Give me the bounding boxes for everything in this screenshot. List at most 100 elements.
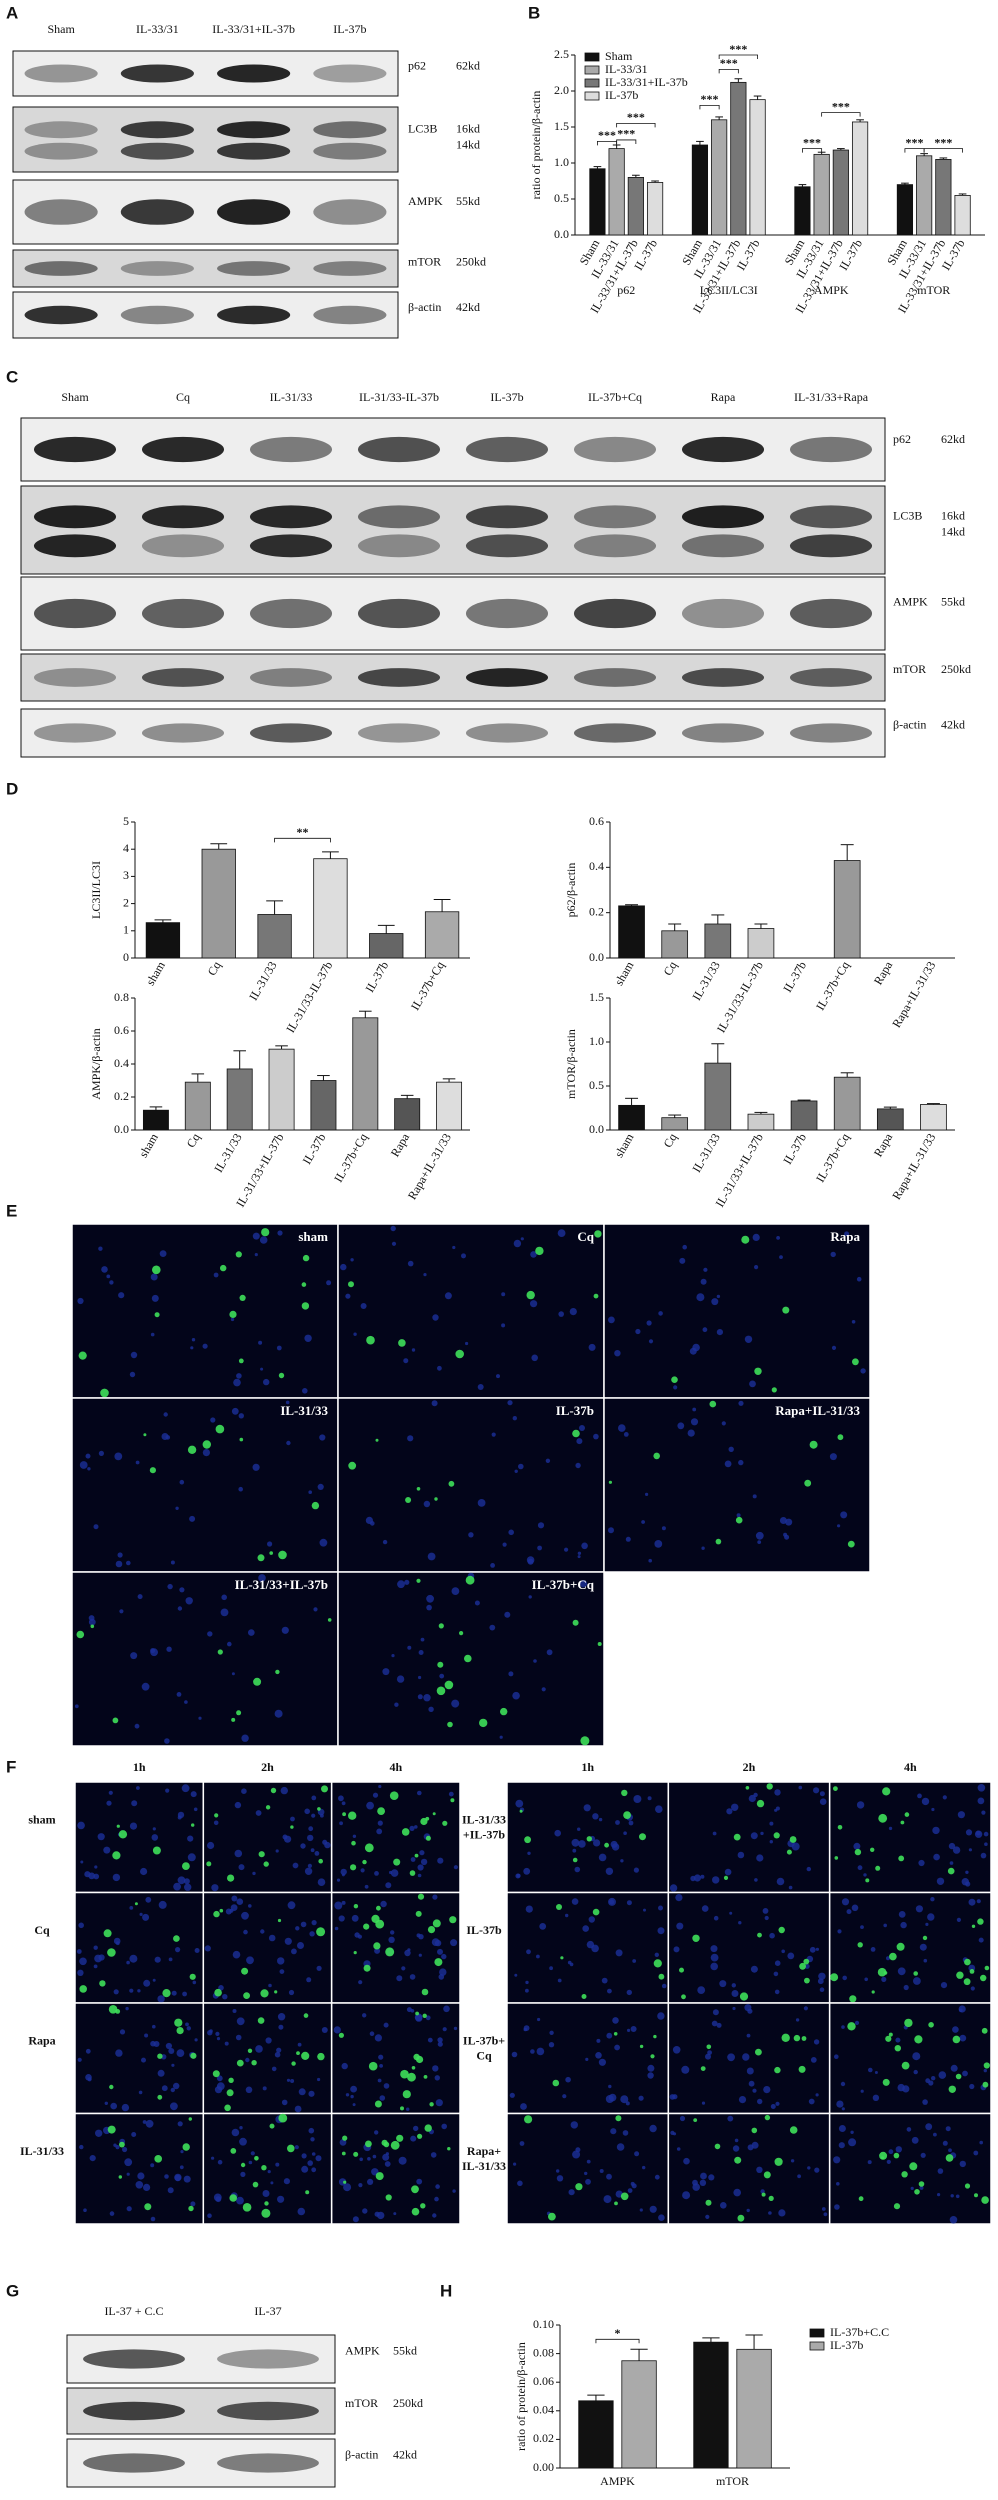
green-signal <box>214 1813 219 1818</box>
nucleus <box>152 1978 156 1982</box>
green-signal <box>376 1905 381 1911</box>
bar <box>578 2400 614 2469</box>
nucleus <box>230 1317 235 1322</box>
nucleus <box>267 1541 273 1547</box>
nucleus <box>564 1547 569 1552</box>
nucleus <box>300 1921 307 1928</box>
y-tick-label: 2 <box>123 895 129 909</box>
nucleus <box>168 2048 175 2054</box>
blot-band <box>313 64 387 83</box>
y-tick-label: 1 <box>123 923 129 937</box>
nucleus <box>677 1422 685 1430</box>
nucleus <box>658 2214 665 2221</box>
bar <box>369 933 404 959</box>
green-signal <box>771 1387 777 1393</box>
nucleus <box>773 1971 779 1977</box>
green-signal <box>235 1251 242 1258</box>
blot-band <box>83 2401 185 2421</box>
nucleus <box>726 1808 733 1815</box>
lane-label: IL-31/33-IL-37b <box>359 390 439 404</box>
green-signal <box>188 2205 194 2212</box>
y-tick-label: 5 <box>123 814 129 828</box>
green-signal <box>162 1989 171 1998</box>
bar <box>257 914 292 959</box>
nucleus <box>258 1340 263 1345</box>
nucleus <box>586 1940 595 1949</box>
green-signal <box>317 2052 325 2061</box>
nucleus <box>713 1915 719 1921</box>
nucleus <box>763 2086 771 2094</box>
bar <box>226 1068 253 1131</box>
nucleus <box>738 2096 747 2104</box>
green-signal <box>119 2141 125 2148</box>
green-signal <box>837 1434 844 1441</box>
blot-row-label: p62 <box>893 432 911 446</box>
nucleus <box>888 2149 894 2155</box>
nucleus <box>554 1829 561 1837</box>
nucleus <box>716 2022 722 2028</box>
green-signal <box>763 2171 771 2179</box>
green-signal <box>755 2048 762 2056</box>
nucleus <box>285 1400 290 1405</box>
nucleus <box>126 1560 131 1566</box>
nucleus <box>610 2128 617 2135</box>
green-signal <box>948 2085 956 2093</box>
nucleus <box>646 1320 652 1326</box>
nucleus <box>360 1303 367 1309</box>
green-signal <box>112 1851 121 1860</box>
nucleus <box>152 1827 156 1831</box>
nucleus <box>634 2151 640 2157</box>
legend-label: IL-37b+C.C <box>830 2325 889 2339</box>
nucleus <box>764 1915 769 1921</box>
nucleus <box>557 1229 566 1237</box>
nucleus <box>437 1857 444 1864</box>
blot-band <box>24 64 98 83</box>
nucleus <box>317 1878 326 1886</box>
bar <box>693 2341 729 2469</box>
green-signal <box>653 1452 660 1460</box>
green-signal <box>693 2118 698 2123</box>
legend-label: IL-33/31+IL-37b <box>605 75 688 89</box>
nucleus <box>732 2145 740 2152</box>
green-signal <box>500 1707 508 1716</box>
y-axis-title: LC3II/LC3I <box>89 861 103 919</box>
nucleus <box>848 2138 857 2147</box>
green-signal <box>700 2066 706 2072</box>
nucleus <box>77 2057 82 2062</box>
nucleus <box>606 2173 612 2180</box>
nucleus <box>418 1675 422 1680</box>
green-signal <box>364 1843 374 1853</box>
nucleus <box>642 2165 646 2170</box>
nucleus <box>277 1230 283 1236</box>
nucleus <box>453 1865 458 1870</box>
x-tick-label: sham <box>612 1130 637 1160</box>
bar <box>813 153 830 236</box>
nucleus <box>176 1692 182 1697</box>
x-tick-label: IL-37b <box>780 959 809 995</box>
blot-band <box>573 436 657 463</box>
nucleus <box>970 1986 975 1991</box>
nucleus <box>334 1901 343 1910</box>
green-signal <box>202 1440 211 1449</box>
nucleus <box>819 1798 827 1805</box>
green-signal <box>922 1935 928 1941</box>
nucleus <box>144 2033 149 2038</box>
blot-band <box>357 505 441 529</box>
green-signal <box>154 1312 160 1318</box>
nucleus <box>94 1954 102 1963</box>
nucleus <box>372 1792 379 1798</box>
nucleus <box>93 1964 98 1969</box>
blot-band <box>217 142 291 160</box>
legend-swatch <box>584 52 600 62</box>
nucleus <box>525 1988 529 1993</box>
nucleus <box>676 2147 681 2151</box>
nucleus <box>756 1854 764 1862</box>
nucleus <box>231 2128 240 2137</box>
nucleus <box>437 2037 443 2043</box>
lane-label: Sham <box>61 390 89 404</box>
nucleus <box>840 1511 848 1519</box>
nucleus <box>211 1884 219 1892</box>
nucleus <box>411 1348 416 1352</box>
nucleus <box>423 1273 427 1277</box>
nucleus <box>93 1945 98 1950</box>
